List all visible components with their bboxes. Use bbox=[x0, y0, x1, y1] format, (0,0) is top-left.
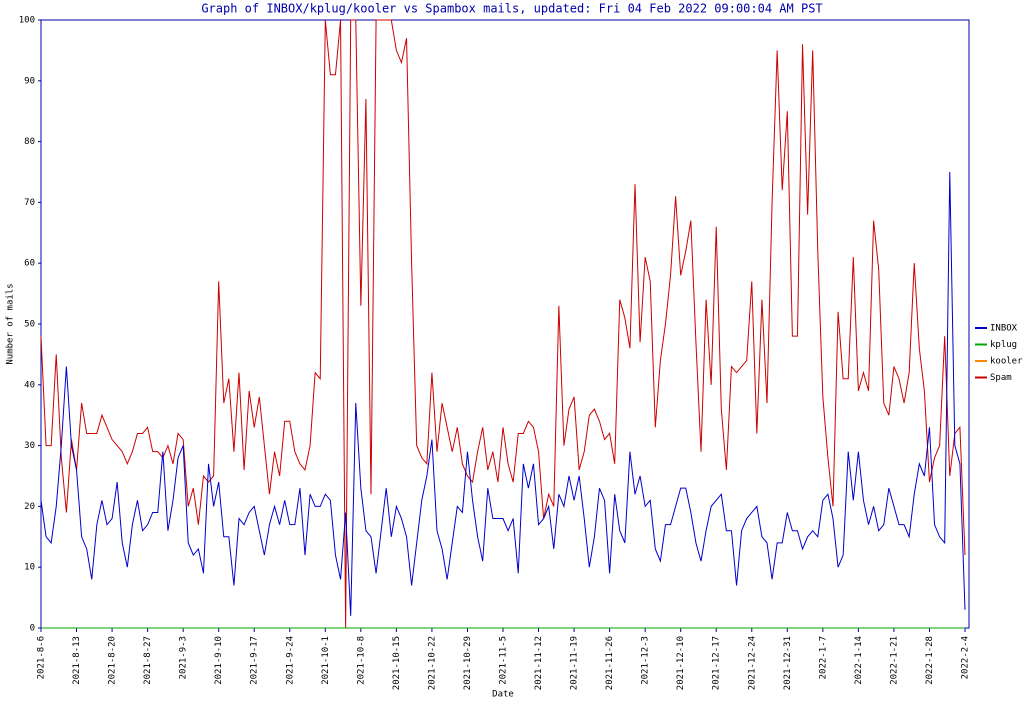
x-tick-label: 2021-11-5 bbox=[499, 636, 509, 685]
y-tick-label: 80 bbox=[24, 137, 35, 147]
x-tick-label: 2022-1-28 bbox=[925, 636, 935, 685]
series-line bbox=[40, 171, 966, 616]
x-tick-label: 2022-1-14 bbox=[854, 636, 864, 685]
x-tick-label: 2021-11-26 bbox=[605, 636, 615, 690]
x-axis-label: Date bbox=[492, 690, 514, 700]
x-tick-label: 2021-8-13 bbox=[72, 636, 82, 685]
x-tick-label: 2021-11-19 bbox=[570, 636, 580, 690]
series-line bbox=[40, 19, 966, 629]
y-tick-label: 0 bbox=[30, 624, 35, 634]
y-tick-label: 10 bbox=[24, 563, 35, 573]
y-tick-label: 70 bbox=[24, 198, 35, 208]
y-axis-label: Number of mails bbox=[6, 283, 16, 364]
x-tick-label: 2021-10-8 bbox=[356, 636, 366, 685]
y-tick-label: 100 bbox=[19, 16, 35, 26]
x-tick-label: 2021-8-20 bbox=[108, 636, 118, 685]
x-tick-label: 2021-9-24 bbox=[285, 636, 295, 685]
x-tick-label: 2021-8-6 bbox=[37, 636, 47, 679]
legend-label: kplug bbox=[990, 340, 1017, 350]
chart-title: Graph of INBOX/kplug/kooler vs Spambox m… bbox=[201, 2, 822, 16]
x-tick-label: 2021-10-1 bbox=[321, 636, 331, 685]
legend-label: INBOX bbox=[990, 324, 1018, 334]
plot-frame bbox=[40, 19, 970, 629]
x-tick-label: 2021-11-12 bbox=[534, 636, 544, 690]
x-tick-label: 2021-12-17 bbox=[712, 636, 722, 690]
x-tick-label: 2021-9-17 bbox=[250, 636, 260, 685]
legend-label: Spam bbox=[990, 373, 1012, 383]
y-tick-label: 40 bbox=[24, 380, 35, 390]
x-tick-label: 2021-12-24 bbox=[747, 636, 757, 690]
x-tick-label: 2022-1-7 bbox=[818, 636, 828, 679]
y-tick-label: 30 bbox=[24, 441, 35, 451]
x-tick-label: 2021-12-10 bbox=[676, 636, 686, 690]
x-tick-label: 2021-10-22 bbox=[427, 636, 437, 690]
legend-label: kooler bbox=[990, 357, 1023, 367]
x-tick-label: 2021-9-10 bbox=[214, 636, 224, 685]
y-tick-label: 50 bbox=[24, 320, 35, 330]
x-tick-label: 2022-2-4 bbox=[961, 636, 971, 679]
x-tick-label: 2022-1-21 bbox=[889, 636, 899, 685]
x-tick-label: 2021-9-3 bbox=[179, 636, 189, 679]
y-tick-label: 90 bbox=[24, 76, 35, 86]
x-tick-label: 2021-8-27 bbox=[143, 636, 153, 685]
y-tick-label: 60 bbox=[24, 259, 35, 269]
y-tick-label: 20 bbox=[24, 502, 35, 512]
x-tick-label: 2021-10-15 bbox=[392, 636, 402, 690]
x-tick-label: 2021-12-3 bbox=[641, 636, 651, 685]
x-tick-label: 2021-12-31 bbox=[783, 636, 793, 690]
x-tick-label: 2021-10-29 bbox=[463, 636, 473, 690]
